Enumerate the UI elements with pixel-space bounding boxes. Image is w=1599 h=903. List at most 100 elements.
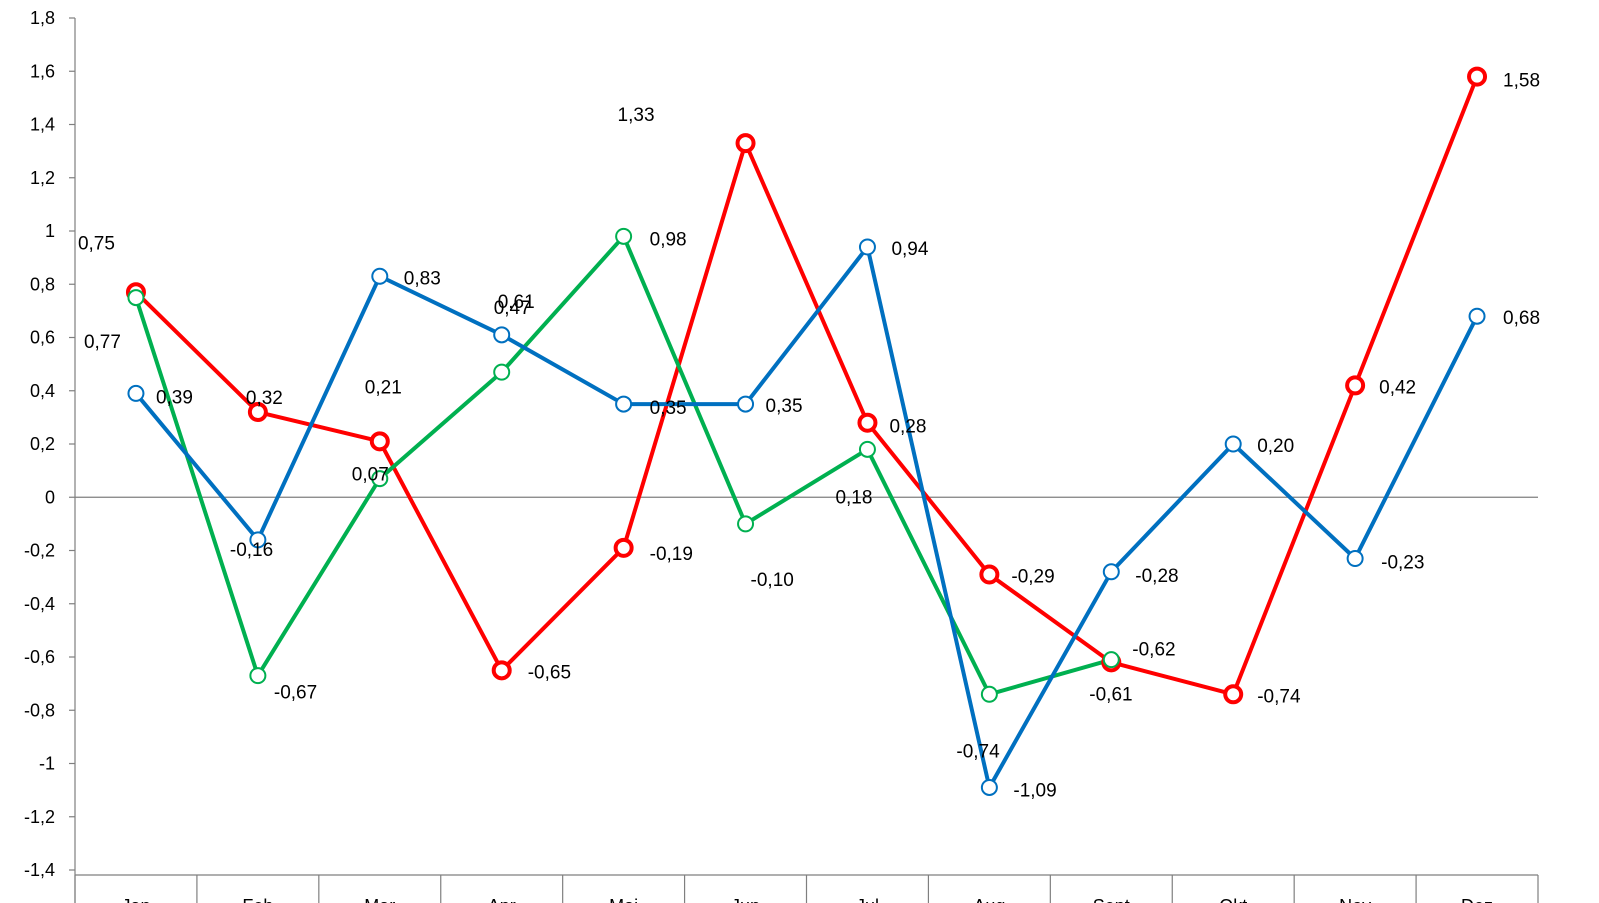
blue-data-point — [1224, 435, 1242, 453]
blue-data-label: -0,28 — [1135, 566, 1178, 587]
y-axis-ticks: 1,8 1,6 1,4 1,2 1 0,8 0,6 0,4 0,2 0 -0,2 -0,4 -0,6 -0… — [24, 8, 75, 880]
y-tick-label: 0 — [45, 487, 55, 507]
blue-data-point — [980, 778, 998, 796]
green-data-label: 0,75 — [78, 234, 115, 255]
blue-data-point — [615, 395, 633, 413]
blue-data-label: 0,39 — [156, 387, 193, 408]
green-series-line — [134, 234, 1112, 697]
green-data-point — [1102, 651, 1120, 669]
y-tick-label: 1,4 — [30, 115, 55, 135]
blue-data-label: -1,09 — [1013, 780, 1056, 801]
red-data-label: 1,58 — [1503, 71, 1540, 92]
green-data-point — [371, 470, 389, 488]
green-data-point — [493, 363, 511, 381]
blue-data-point — [493, 326, 511, 344]
blue-data-point — [1468, 307, 1486, 325]
green-data-point — [249, 667, 267, 685]
green-data-point — [980, 685, 998, 703]
y-tick-label: 0,2 — [30, 434, 55, 454]
red-data-point — [1223, 684, 1244, 705]
y-tick-label: 1 — [45, 221, 55, 241]
blue-data-point — [249, 531, 267, 549]
y-tick-label: -0,8 — [24, 700, 55, 720]
y-tick-label: -1,2 — [24, 807, 55, 827]
blue-data-label: 0,94 — [891, 239, 928, 260]
x-axis-categories: Jan Feb Mar Apr Mai Jun Jul Aug Sept Okt Nov Dez — [74, 875, 1539, 903]
blue-series-line — [134, 244, 1479, 790]
blue-data-point — [737, 395, 755, 413]
green-data-point — [127, 289, 145, 307]
red-data-label: -0,74 — [1257, 686, 1301, 707]
green-data-label: 0,47 — [494, 298, 531, 319]
red-data-label: 1,33 — [618, 105, 655, 126]
y-tick-label: -1 — [39, 754, 55, 774]
red-data-point — [613, 537, 634, 558]
blue-data-point — [1346, 549, 1364, 567]
green-data-point — [858, 440, 876, 458]
green-data-label: -0,67 — [274, 683, 317, 704]
red-data-point — [247, 402, 268, 423]
y-tick-label: -0,2 — [24, 541, 55, 561]
green-data-label: 0,07 — [352, 465, 389, 486]
green-data-point — [615, 227, 633, 245]
red-data-point — [979, 564, 1000, 585]
series-points — [125, 66, 1488, 796]
y-tick-label: -0,4 — [24, 594, 55, 614]
blue-data-label: 0,83 — [404, 268, 441, 289]
red-series-line — [134, 75, 1479, 697]
x-tick-label: Dez — [1461, 896, 1493, 903]
blue-data-label: 0,35 — [650, 398, 687, 419]
blue-data-label: -0,16 — [230, 540, 273, 561]
red-data-point — [369, 431, 390, 452]
x-tick-label: Aug — [973, 896, 1005, 903]
blue-data-label: -0,23 — [1381, 552, 1424, 573]
y-tick-label: 1,6 — [30, 61, 55, 81]
red-data-label: -0,29 — [1011, 566, 1054, 587]
x-tick-label: Mar — [364, 896, 395, 903]
green-data-label: -0,74 — [956, 741, 1000, 762]
data-labels: 0,77 0,32 0,21 -0,65 -0,19 1,33 0,28 -0,29 -0,61… — [78, 71, 1540, 802]
y-tick-label: 1,8 — [30, 8, 55, 28]
x-tick-label: Jan — [121, 896, 150, 903]
blue-data-point — [127, 384, 145, 402]
x-tick-label: Jun — [731, 896, 760, 903]
red-data-label: 0,32 — [246, 388, 283, 409]
y-tick-label: 0,8 — [30, 274, 55, 294]
red-data-label: 0,28 — [889, 417, 926, 438]
green-data-label: -0,62 — [1132, 640, 1175, 661]
x-tick-label: Apr — [488, 896, 516, 903]
x-tick-label: Feb — [242, 896, 273, 903]
blue-data-label: 0,35 — [766, 396, 803, 417]
x-tick-label: Mai — [609, 896, 638, 903]
x-tick-label: Okt — [1219, 896, 1247, 903]
red-data-label: -0,65 — [528, 662, 571, 683]
red-data-point — [735, 133, 756, 154]
red-data-point — [857, 412, 878, 433]
green-data-label: 0,98 — [650, 229, 687, 250]
green-data-label: -0,10 — [751, 570, 794, 591]
y-tick-label: -1,4 — [24, 860, 55, 880]
red-data-label: 0,77 — [84, 332, 121, 353]
blue-data-point — [858, 238, 876, 256]
y-tick-label: 1,2 — [30, 168, 55, 188]
blue-data-point — [371, 267, 389, 285]
y-tick-label: 0,4 — [30, 381, 55, 401]
x-tick-label: Sept — [1093, 896, 1130, 903]
blue-data-label: 0,61 — [498, 292, 535, 313]
red-data-label: 0,42 — [1379, 377, 1416, 398]
red-data-label: 0,21 — [365, 377, 402, 398]
red-data-point — [491, 660, 512, 681]
x-tick-label: Nov — [1339, 896, 1371, 903]
blue-data-label: 0,20 — [1257, 436, 1294, 457]
series-lines — [134, 75, 1479, 790]
red-data-label: -0,61 — [1089, 684, 1132, 705]
blue-data-label: 0,68 — [1503, 308, 1540, 329]
y-tick-label: 0,6 — [30, 328, 55, 348]
blue-data-point — [1102, 563, 1120, 581]
y-tick-label: -0,6 — [24, 647, 55, 667]
red-data-point — [1467, 66, 1488, 87]
x-tick-label: Jul — [856, 896, 879, 903]
red-data-point — [1345, 375, 1366, 396]
green-data-point — [737, 515, 755, 533]
